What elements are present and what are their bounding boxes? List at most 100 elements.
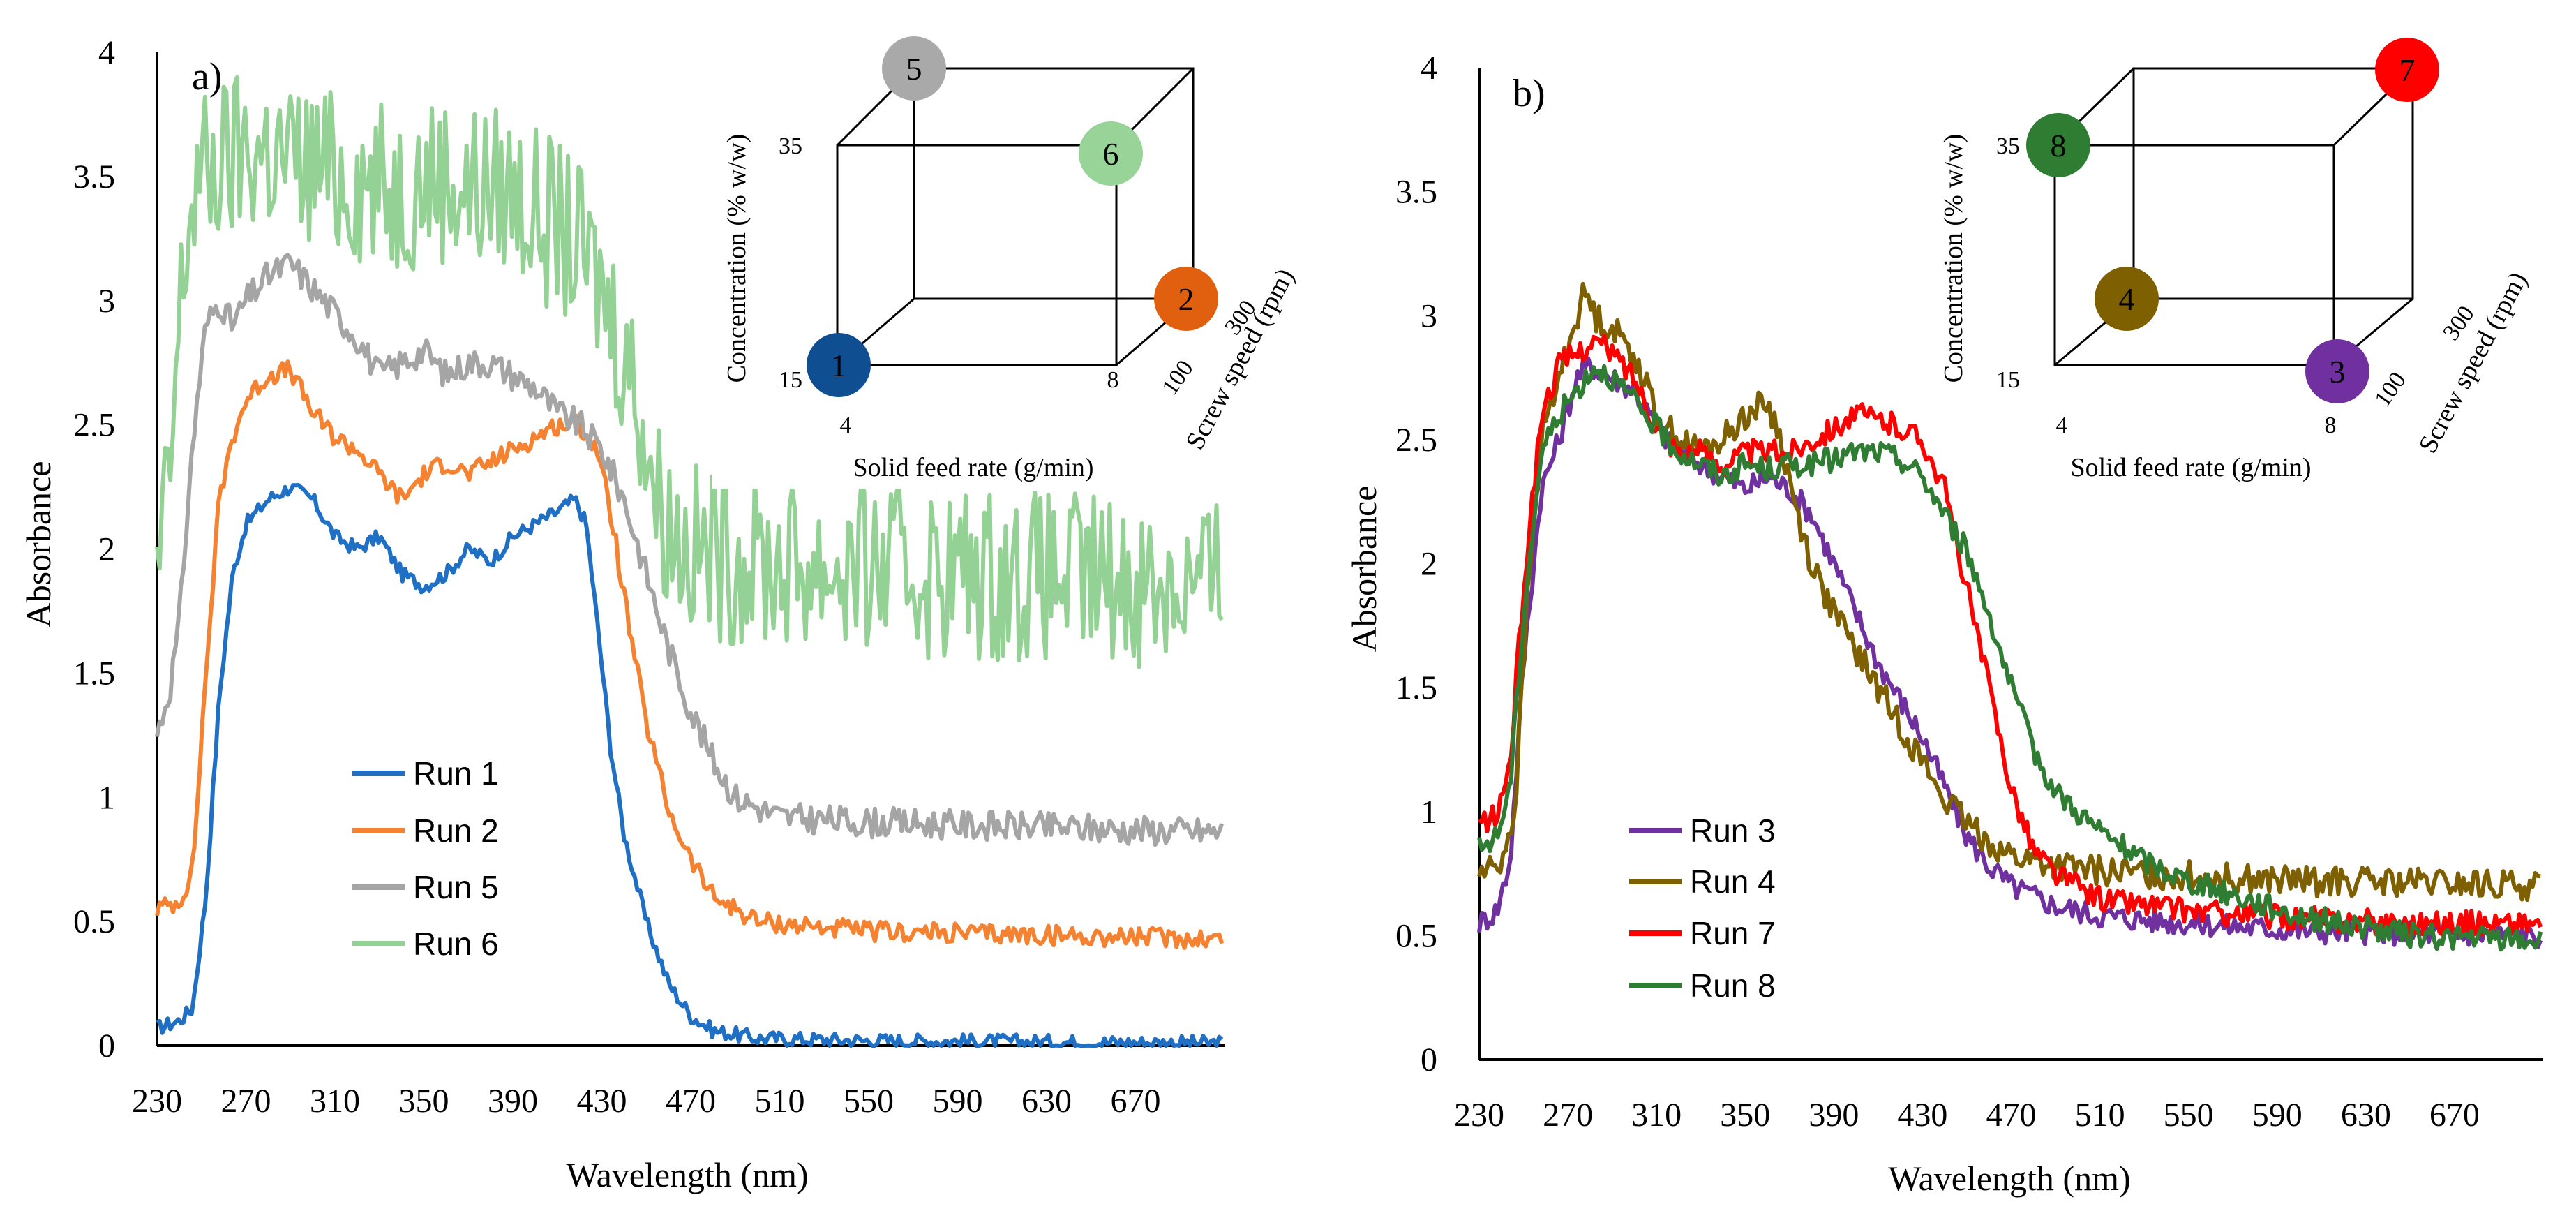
inset-b-marker-3-label: 3 <box>2330 354 2346 389</box>
legend-label-run-7: Run 7 <box>1690 915 1776 951</box>
series-line-run-6 <box>155 75 1224 669</box>
series-line-run-2 <box>155 359 1225 950</box>
inset-b-xtick-8: 8 <box>2325 413 2337 438</box>
legend-label-run-3: Run 3 <box>1690 812 1776 849</box>
panel-a-y-tick-labels: 0 0.5 1 1.5 2 2.5 3 3.5 4 <box>73 34 115 1064</box>
panel-a-x-tick-590: 590 <box>933 1083 983 1120</box>
inset-a-marker-5-label: 5 <box>906 51 922 87</box>
legend-label-run-1: Run 1 <box>413 755 499 792</box>
series-line-run-5 <box>155 253 1225 847</box>
inset-a-background <box>712 42 1326 489</box>
inset-a-marker-1-label: 1 <box>831 348 847 383</box>
inset-b-xtick-4: 4 <box>2056 413 2068 438</box>
panel-a-y-tick-3.5: 3.5 <box>73 158 115 195</box>
panel-a-x-axis-title: Wavelength (nm) <box>566 1155 808 1194</box>
inset-a-xtick-4: 4 <box>840 413 852 438</box>
panel-a-y-axis-title: Absorbance <box>19 461 58 628</box>
inset-b-marker-3 <box>2305 339 2369 403</box>
panel-a-x-tick-390: 390 <box>488 1083 538 1120</box>
panel-b-y-tick-1: 1 <box>1421 794 1437 831</box>
inset-a-marker-5 <box>882 36 946 101</box>
panel-b-x-tick-350: 350 <box>1720 1097 1770 1134</box>
inset-a-marker-2-label: 2 <box>1178 281 1195 317</box>
panel-b-inset-cube: 3 4 7 8 35 15 4 8 100 300 Solid feed rat… <box>1939 38 2564 489</box>
inset-a-x-title: Solid feed rate (g/min) <box>853 453 1093 482</box>
panel-a-x-tick-630: 630 <box>1021 1083 1072 1120</box>
panel-b-legend: Run 3 Run 4 Run 7 Run 8 <box>1629 812 1776 1004</box>
panel-a-x-tick-470: 470 <box>666 1083 716 1120</box>
panel-a-y-tick-1.5: 1.5 <box>73 655 115 692</box>
panel-a-legend: Run 1 Run 2 Run 5 Run 6 <box>352 755 499 962</box>
panel-a-x-tick-350: 350 <box>399 1083 449 1120</box>
panel-b-y-tick-3: 3 <box>1421 297 1437 334</box>
panel-b-x-tick-630: 630 <box>2341 1097 2391 1134</box>
legend-label-run-5: Run 5 <box>413 869 499 905</box>
panel-b: 0 0.5 1 1.5 2 2.5 3 3.5 4 230 270 310 350 390 430 470 5… <box>1345 38 2564 1198</box>
panel-b-x-tick-470: 470 <box>1986 1097 2037 1134</box>
panel-b-y-tick-0.5: 0.5 <box>1395 917 1437 954</box>
series-line-run-4 <box>1477 281 2541 903</box>
panel-b-y-axis-title: Absorbance <box>1345 486 1384 653</box>
panel-b-x-tick-430: 430 <box>1897 1097 1947 1134</box>
panel-a-y-tick-2.5: 2.5 <box>73 407 115 444</box>
panel-b-y-tick-1.5: 1.5 <box>1395 669 1437 706</box>
inset-b-background <box>1950 42 2564 489</box>
inset-a-marker-2 <box>1154 267 1218 331</box>
panel-b-x-tick-670: 670 <box>2429 1097 2480 1134</box>
panel-b-y-tick-3.5: 3.5 <box>1395 174 1437 211</box>
panel-b-y-tick-2.5: 2.5 <box>1395 422 1437 459</box>
panel-a-y-tick-2: 2 <box>98 531 115 568</box>
panel-a-x-tick-270: 270 <box>221 1083 271 1120</box>
panel-b-series <box>1477 281 2543 952</box>
panel-b-y-tick-0: 0 <box>1421 1041 1437 1078</box>
panel-a-inset-cube: 1 2 5 6 35 15 4 8 100 300 Solid feed rat… <box>712 36 1326 489</box>
inset-b-x-title: Solid feed rate (g/min) <box>2070 453 2311 482</box>
inset-b-y-title: Concentration (% w/w) <box>1939 134 1968 383</box>
panel-b-x-tick-550: 550 <box>2164 1097 2214 1134</box>
legend-label-run-4: Run 4 <box>1690 863 1776 900</box>
inset-a-marker-6 <box>1079 121 1143 186</box>
panel-a-y-tick-3: 3 <box>98 283 115 320</box>
inset-a-y-title: Concentration (% w/w) <box>722 134 751 383</box>
legend-label-run-8: Run 8 <box>1690 967 1776 1004</box>
panel-b-x-tick-270: 270 <box>1543 1097 1593 1134</box>
inset-b-marker-4-label: 4 <box>2119 281 2135 317</box>
inset-b-marker-7-label: 7 <box>2399 52 2416 88</box>
inset-b-ytick-35: 35 <box>1996 133 2020 159</box>
panel-b-y-tick-2: 2 <box>1421 546 1437 583</box>
series-line-run-8 <box>1477 364 2543 952</box>
series-line-run-7 <box>1477 334 2543 938</box>
panel-a-x-tick-550: 550 <box>844 1083 894 1120</box>
inset-b-marker-7 <box>2375 38 2439 102</box>
panel-a-y-tick-0.5: 0.5 <box>73 903 115 940</box>
panel-b-y-tick-4: 4 <box>1421 50 1437 87</box>
panel-a-x-tick-labels: 230 270 310 350 390 430 470 510 550 590 630 670 <box>132 1083 1161 1120</box>
inset-a-ytick-15: 15 <box>779 367 802 393</box>
panel-a-label: a) <box>192 55 223 98</box>
inset-b-marker-8-label: 8 <box>2051 128 2067 163</box>
panel-a-y-tick-0: 0 <box>98 1027 115 1064</box>
panel-a-x-tick-230: 230 <box>132 1083 182 1120</box>
panel-a-x-tick-510: 510 <box>755 1083 805 1120</box>
panel-a-x-tick-310: 310 <box>310 1083 360 1120</box>
panel-b-x-tick-590: 590 <box>2252 1097 2302 1134</box>
inset-b-marker-4 <box>2095 267 2159 331</box>
panel-a-y-tick-4: 4 <box>98 34 115 71</box>
panel-a: 0 0.5 1 1.5 2 2.5 3 3.5 4 230 270 310 350 390 430 470 5… <box>19 34 1326 1194</box>
panel-a-series <box>155 75 1225 1048</box>
legend-label-run-2: Run 2 <box>413 812 499 849</box>
inset-b-marker-8 <box>2026 113 2090 177</box>
panel-b-x-axis-title: Wavelength (nm) <box>1888 1159 2130 1198</box>
panel-b-x-tick-230: 230 <box>1454 1097 1504 1134</box>
inset-a-marker-6-label: 6 <box>1103 136 1119 172</box>
inset-a-marker-1 <box>807 333 871 397</box>
panel-a-y-tick-1: 1 <box>98 779 115 816</box>
panel-a-x-tick-670: 670 <box>1111 1083 1161 1120</box>
panel-b-y-tick-labels: 0 0.5 1 1.5 2 2.5 3 3.5 4 <box>1395 50 1437 1078</box>
panel-a-x-tick-430: 430 <box>577 1083 627 1120</box>
panel-b-x-tick-310: 310 <box>1631 1097 1682 1134</box>
legend-label-run-6: Run 6 <box>413 926 499 962</box>
inset-a-ytick-35: 35 <box>779 133 802 159</box>
inset-a-xtick-8: 8 <box>1107 367 1119 393</box>
